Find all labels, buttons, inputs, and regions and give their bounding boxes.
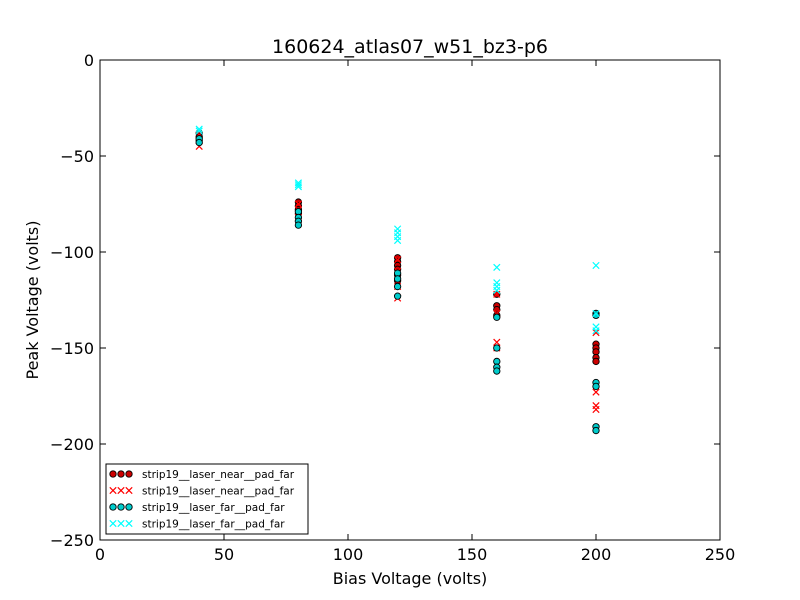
- legend-entry: strip19__laser_near__pad_far: [109, 486, 295, 498]
- y-axis-label: Peak Voltage (volts): [23, 221, 42, 380]
- data-point: [294, 200, 303, 208]
- legend-label: strip19__laser_near__pad_far: [142, 469, 295, 481]
- legend-marker: [125, 486, 133, 495]
- chart-title: 160624_atlas07_w51_bz3-p6: [272, 36, 548, 58]
- axis-ticks: 0 50 100 150 200 250 0 −50 −100 −150 −200 −250: [50, 51, 735, 564]
- data-point: [195, 125, 203, 133]
- data-marks: [195, 125, 600, 435]
- legend-marker: [117, 503, 125, 511]
- data-point: [493, 367, 501, 375]
- y-tick-label: −50: [60, 147, 94, 166]
- legend: strip19__laser_near__pad_far strip19__las…: [105, 463, 309, 535]
- data-point: [493, 344, 501, 352]
- legend-label: strip19__laser_far__pad_far: [142, 502, 285, 514]
- data-point: [294, 183, 303, 191]
- x-tick-label: 150: [457, 545, 488, 564]
- legend-marker: [109, 486, 117, 495]
- legend-box: [105, 463, 309, 535]
- y-tick-label: −100: [50, 243, 94, 262]
- y-tick-label: 0: [84, 51, 94, 70]
- data-point: [393, 292, 402, 300]
- data-point: [493, 313, 501, 321]
- plot-area: [100, 60, 720, 540]
- legend-entry: strip19__laser_far__pad_far: [109, 502, 285, 514]
- data-point: [592, 382, 600, 391]
- y-tick-label: −250: [50, 531, 94, 550]
- data-point: [592, 405, 600, 414]
- x-tick-label: 100: [333, 545, 364, 564]
- data-point: [294, 181, 303, 189]
- series-2: [195, 135, 600, 435]
- x-tick-label: 250: [705, 545, 736, 564]
- legend-marker: [125, 503, 133, 511]
- series-3: [195, 125, 600, 335]
- legend-marker: [125, 519, 133, 528]
- legend-marker: [117, 470, 125, 478]
- x-axis-label: Bias Voltage (volts): [333, 569, 488, 588]
- legend-marker: [109, 519, 117, 528]
- data-point: [592, 426, 600, 435]
- data-point: [393, 256, 402, 264]
- data-point: [195, 138, 203, 147]
- data-point: [493, 338, 501, 346]
- legend-label: strip19__laser_far__pad_far: [142, 519, 285, 531]
- data-point: [592, 357, 600, 366]
- data-point: [592, 309, 600, 318]
- x-tick-label: 200: [581, 545, 612, 564]
- legend-label: strip19__laser_near__pad_far: [142, 486, 295, 498]
- legend-marker: [125, 470, 133, 478]
- legend-marker: [117, 486, 125, 495]
- y-tick-label: −200: [50, 435, 94, 454]
- data-point: [195, 127, 203, 135]
- legend-entry: strip19__laser_far__pad_far: [109, 519, 285, 531]
- legend-marker: [109, 470, 117, 478]
- legend-entry: strip19__laser_near__pad_far: [109, 469, 295, 481]
- x-tick-label: 0: [95, 545, 105, 564]
- data-point: [592, 261, 600, 270]
- plot-frame: [99, 59, 721, 541]
- data-point: [294, 221, 303, 229]
- data-point: [393, 275, 402, 283]
- data-point: [493, 286, 501, 295]
- data-point: [592, 311, 600, 320]
- data-point: [393, 236, 402, 245]
- y-tick-label: −150: [50, 339, 94, 358]
- data-point: [592, 388, 600, 396]
- legend-marker: [117, 519, 125, 528]
- data-point: [592, 327, 600, 335]
- data-point: [393, 282, 402, 291]
- data-point: [493, 263, 501, 271]
- x-tick-label: 50: [214, 545, 234, 564]
- legend-marker: [109, 503, 117, 511]
- data-point: [592, 329, 600, 337]
